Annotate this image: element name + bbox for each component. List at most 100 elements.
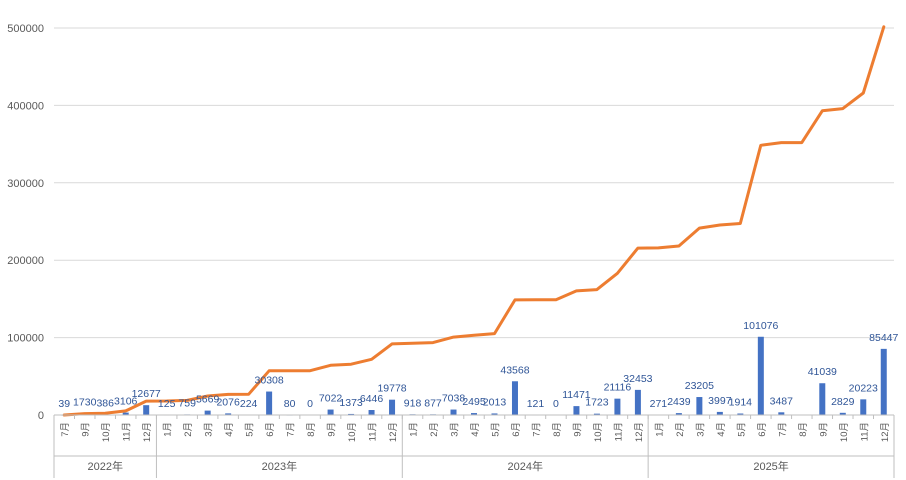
x-tick-label: 1月: [163, 422, 174, 437]
x-tick-label: 10月: [593, 422, 604, 442]
x-tick-label: 7月: [777, 422, 788, 437]
bar-data-label: 0: [307, 398, 313, 410]
bar: [716, 411, 723, 415]
bar: [471, 413, 477, 415]
bar-data-label: 2439: [667, 396, 691, 408]
year-group-label: 2023年: [262, 459, 297, 473]
bar-data-label: 12677: [132, 388, 161, 400]
x-tick-label: 11月: [368, 422, 379, 441]
bar: [778, 412, 785, 415]
year-group-label: 2024年: [507, 459, 542, 473]
bar-data-label: 2495: [462, 396, 486, 408]
bar-data-label: 2829: [831, 396, 855, 408]
x-tick-label: 12月: [880, 422, 891, 442]
bar-data-label: 877: [424, 397, 442, 409]
bar: [860, 399, 867, 415]
x-tick-label: 12月: [634, 422, 645, 442]
x-tick-label: 8月: [306, 422, 317, 437]
x-tick-label: 6月: [511, 422, 522, 437]
bar: [634, 389, 641, 415]
bar-data-label: 1373: [339, 397, 363, 409]
bar-data-label: 30308: [255, 375, 284, 387]
bar: [204, 410, 211, 415]
x-tick-label: 6月: [265, 422, 276, 437]
x-tick-label: 4月: [716, 422, 727, 437]
gridlines: [54, 27, 894, 339]
bar: [614, 398, 621, 415]
x-tick-label: 7月: [286, 422, 297, 437]
x-tick-label: 10月: [839, 422, 850, 442]
cumulative-line-series: [62, 25, 886, 417]
bar-data-label: 20223: [849, 382, 878, 394]
bar: [225, 413, 232, 415]
bar: [327, 409, 334, 415]
x-tick-label: 8月: [552, 422, 563, 437]
bar-data-label: 43568: [500, 364, 529, 376]
year-group-label: 2022年: [87, 459, 122, 473]
bar-data-label: 11471: [562, 389, 591, 401]
x-tick-label: 11月: [859, 422, 870, 441]
x-tick-label: 7月: [60, 422, 71, 437]
bar-data-label: 121: [527, 398, 545, 410]
y-axis-tick-labels: 0 100000 200000 300000 400000 500000: [7, 23, 44, 422]
bar-data-label: 271: [650, 398, 668, 410]
bar-data-label: 3487: [770, 395, 794, 407]
bar: [348, 413, 355, 415]
y-tick-label: 0: [38, 410, 44, 422]
x-tick-label: 12月: [142, 422, 153, 442]
bar-data-label: 41039: [808, 366, 837, 378]
x-tick-label: 1月: [409, 422, 420, 437]
x-tick-label: 9月: [327, 422, 338, 437]
x-tick-label: 1月: [654, 422, 665, 437]
y-tick-label: 200000: [7, 255, 44, 267]
bar-data-label: 1914: [729, 397, 753, 409]
bar: [143, 405, 150, 415]
x-tick-label: 3月: [695, 422, 706, 437]
bar-data-label: 759: [178, 397, 196, 409]
y-tick-label: 100000: [7, 333, 44, 345]
x-tick-label: 6月: [757, 422, 768, 437]
bar-data-label: 19778: [377, 383, 406, 395]
x-tick-label: 10月: [347, 422, 358, 442]
bar-data-label: 80: [284, 398, 296, 410]
bar-data-label: 0: [553, 398, 559, 410]
x-tick-label: 2月: [429, 422, 440, 437]
bar: [511, 381, 518, 415]
bar-data-label: 7022: [319, 393, 343, 405]
bar: [593, 413, 600, 415]
y-tick-label: 500000: [7, 23, 44, 35]
x-tick-label: 8月: [798, 422, 809, 437]
bar: [839, 412, 846, 415]
x-tick-label: 9月: [818, 422, 829, 437]
y-tick-label: 400000: [7, 100, 44, 112]
x-tick-label: 12月: [388, 422, 399, 442]
bar-data-label: 39: [58, 398, 70, 410]
bar-data-label: 1730: [73, 397, 97, 409]
x-tick-label: 4月: [470, 422, 481, 437]
x-tick-label: 7月: [531, 422, 542, 437]
bar: [573, 406, 580, 415]
x-tick-label: 3月: [450, 422, 461, 437]
x-tick-label: 10月: [101, 422, 112, 442]
x-tick-label: 11月: [613, 422, 624, 441]
bar-data-label: 23205: [685, 380, 714, 392]
x-tick-label: 4月: [224, 422, 235, 437]
bar: [389, 399, 396, 415]
bar-data-label: 5669: [196, 394, 220, 406]
bar-data-label: 2013: [483, 396, 507, 408]
bar: [450, 409, 457, 415]
cumulative-line: [62, 25, 886, 417]
bar: [122, 412, 129, 415]
bar: [675, 413, 682, 415]
bar-data-label: 32453: [623, 373, 652, 385]
bar: [737, 413, 744, 415]
bar: [696, 397, 703, 415]
x-tick-label: 5月: [490, 422, 501, 437]
x-tick-label: 3月: [204, 422, 215, 437]
bar-data-label: 224: [240, 398, 258, 410]
x-tick-label: 5月: [736, 422, 747, 437]
bar-data-label: 101076: [743, 320, 778, 332]
bar-data-label: 2076: [216, 396, 240, 408]
bar-data-label: 6446: [360, 393, 384, 405]
